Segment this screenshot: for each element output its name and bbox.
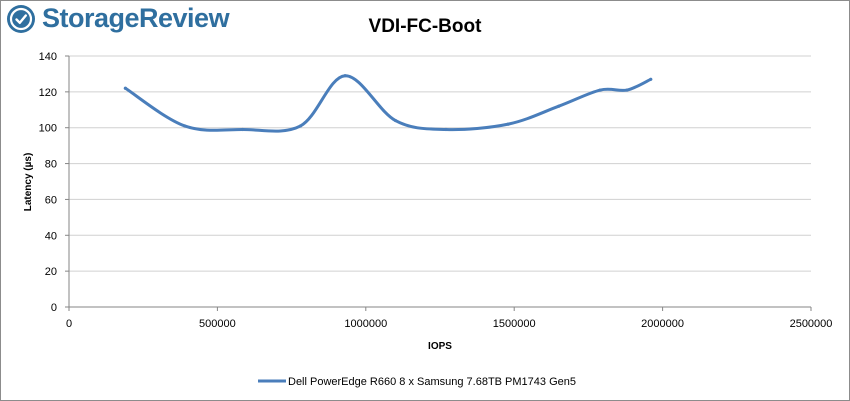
legend-entry-label: Dell PowerEdge R660 8 x Samsung 7.68TB P… xyxy=(288,376,576,388)
brand-name: StorageReview xyxy=(42,3,230,33)
data-point xyxy=(598,88,602,92)
y-tick-label: 140 xyxy=(39,51,57,63)
y-axis-label: Latency (µs) xyxy=(23,153,34,212)
data-point xyxy=(649,77,653,81)
y-tick-label: 40 xyxy=(45,230,57,242)
y-tick-label: 20 xyxy=(45,266,57,278)
data-point xyxy=(557,104,561,108)
x-tick-label: 2000000 xyxy=(641,318,684,330)
legend: Dell PowerEdge R660 8 x Samsung 7.68TB P… xyxy=(258,376,576,388)
x-axis-label: IOPS xyxy=(428,341,452,352)
chart-title: VDI-FC-Boot xyxy=(369,16,483,37)
data-point xyxy=(298,124,303,128)
x-tick-label: 2500000 xyxy=(790,318,833,330)
data-point xyxy=(506,122,510,126)
y-tick-label: 120 xyxy=(39,87,57,99)
x-tick-label: 1000000 xyxy=(344,318,387,330)
x-tick-label: 500000 xyxy=(199,318,236,330)
storagereview-logo-icon xyxy=(7,4,35,33)
brand-logo: StorageReview xyxy=(6,3,230,34)
y-axis-ticks: 0 20 40 60 80 100 120 140 xyxy=(39,51,69,314)
gridlines xyxy=(69,55,811,272)
x-axis-ticks: 0 500000 1000000 1500000 2000000 2500000 xyxy=(66,307,832,330)
y-tick-label: 100 xyxy=(39,123,57,135)
data-point xyxy=(625,88,629,92)
y-tick-label: 80 xyxy=(45,159,57,171)
data-point xyxy=(241,127,245,132)
x-tick-label: 1500000 xyxy=(493,318,536,330)
data-point xyxy=(343,74,347,78)
data-point xyxy=(444,127,448,132)
x-tick-label: 0 xyxy=(66,318,72,330)
series-layer xyxy=(123,74,653,133)
series-line xyxy=(123,74,653,133)
y-tick-label: 0 xyxy=(51,302,57,314)
data-point xyxy=(393,118,398,123)
y-tick-label: 60 xyxy=(45,194,57,206)
data-point xyxy=(183,124,187,128)
data-point xyxy=(123,86,127,90)
